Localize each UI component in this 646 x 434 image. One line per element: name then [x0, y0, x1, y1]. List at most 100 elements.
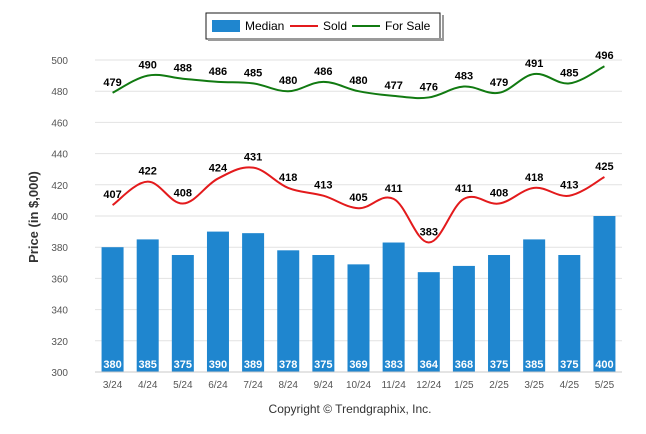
bar-value-label: 390 — [209, 359, 227, 371]
data-label-sold: 413 — [314, 180, 332, 192]
y-tick-label: 500 — [51, 56, 68, 67]
bar-value-label: 364 — [420, 359, 439, 371]
line-sold — [111, 166, 605, 244]
line-series: 407 422 408 424 431 418 413 405 411 383 411 408 418 4… — [103, 50, 614, 244]
y-axis: 500 480 460 440 420 400 380 360 340 320 300 — [51, 56, 68, 379]
bar — [206, 231, 229, 372]
data-label-for-sale: 479 — [490, 77, 508, 89]
data-label-sold: 418 — [279, 172, 297, 184]
data-label-sold: 431 — [244, 152, 262, 164]
x-axis: 3/24 4/24 5/24 6/24 7/24 8/24 9/24 10/24 11/24 12… — [95, 371, 622, 391]
data-label-sold: 408 — [490, 188, 508, 200]
bar-value-label: 389 — [244, 359, 262, 371]
y-tick-label: 360 — [51, 274, 68, 285]
data-label-sold: 411 — [385, 183, 403, 195]
x-tick-label: 1/25 — [454, 380, 474, 391]
data-label-for-sale: 480 — [349, 75, 367, 87]
data-label-for-sale: 488 — [174, 63, 192, 75]
y-tick-label: 400 — [51, 212, 68, 223]
x-tick-label: 5/25 — [595, 380, 615, 391]
bar — [312, 255, 335, 372]
data-label-for-sale: 480 — [279, 75, 297, 87]
data-label-for-sale: 486 — [209, 66, 227, 78]
data-label-for-sale: 476 — [420, 81, 438, 93]
bar-value-label: 375 — [174, 359, 192, 371]
legend-label-sold: Sold — [323, 19, 347, 33]
x-tick-label: 11/24 — [381, 380, 406, 391]
bar — [171, 255, 194, 372]
legend: Median Sold For Sale — [205, 12, 444, 41]
data-label-sold: 411 — [455, 183, 473, 195]
bar — [101, 247, 124, 372]
x-tick-label: 10/24 — [346, 380, 371, 391]
bar-value-label: 385 — [139, 359, 157, 371]
data-label-for-sale: 486 — [314, 66, 332, 78]
bar-value-label: 385 — [525, 359, 543, 371]
bar — [347, 264, 370, 372]
y-tick-label: 440 — [51, 150, 68, 161]
x-tick-label: 3/25 — [524, 380, 544, 391]
x-tick-label: 12/24 — [416, 380, 441, 391]
bar — [488, 255, 511, 372]
data-label-for-sale: 477 — [384, 80, 402, 92]
bar — [523, 239, 546, 372]
bar-value-label: 368 — [455, 359, 473, 371]
copyright-text: Copyright © Trendgraphix, Inc. — [269, 402, 432, 416]
x-tick-label: 4/24 — [138, 380, 158, 391]
y-tick-label: 320 — [51, 337, 68, 348]
y-tick-label: 380 — [51, 243, 68, 254]
bar-value-label: 369 — [349, 359, 367, 371]
bar-value-label: 375 — [490, 359, 508, 371]
bar-value-label: 375 — [314, 359, 332, 371]
data-label-for-sale: 479 — [103, 77, 121, 89]
x-tick-label: 4/25 — [560, 380, 580, 391]
bar-value-label: 400 — [595, 359, 613, 371]
y-tick-label: 460 — [51, 118, 68, 129]
bar-value-label: 378 — [279, 359, 297, 371]
data-label-for-sale: 490 — [139, 60, 157, 72]
data-label-for-sale: 485 — [244, 67, 262, 79]
bar-series-median: 380 385 375 390 389 378 375 369 383 364 368 375 385 3… — [101, 216, 616, 372]
data-label-sold: 418 — [525, 172, 543, 184]
legend-swatch-median — [212, 20, 240, 32]
bar — [593, 216, 616, 372]
bar-value-label: 375 — [560, 359, 578, 371]
x-tick-label: 5/24 — [173, 380, 193, 391]
bar — [452, 265, 475, 372]
x-tick-label: 8/24 — [278, 380, 298, 391]
y-tick-label: 300 — [51, 368, 68, 379]
bar — [277, 250, 300, 372]
legend-label-median: Median — [245, 19, 284, 33]
x-tick-label: 3/24 — [103, 380, 123, 391]
data-label-sold: 408 — [174, 188, 192, 200]
data-label-sold: 424 — [209, 163, 228, 175]
data-label-for-sale: 485 — [560, 67, 578, 79]
x-tick-label: 9/24 — [314, 380, 334, 391]
data-label-for-sale: 496 — [595, 50, 613, 62]
x-tick-label: 6/24 — [208, 380, 228, 391]
bar — [417, 272, 440, 372]
data-label-sold: 413 — [560, 180, 578, 192]
data-label-sold: 422 — [139, 166, 157, 178]
y-tick-label: 480 — [51, 87, 68, 98]
line-for-sale — [112, 65, 605, 100]
y-axis-title: Price (in $,000) — [26, 171, 41, 263]
bar — [242, 233, 265, 372]
bar-value-label: 383 — [384, 359, 402, 371]
y-tick-label: 340 — [51, 306, 68, 317]
bar — [558, 255, 581, 372]
x-tick-label: 2/25 — [489, 380, 509, 391]
data-label-for-sale: 491 — [525, 58, 543, 70]
bar — [382, 242, 405, 372]
data-label-sold: 405 — [349, 192, 367, 204]
legend-shadow-side — [442, 15, 444, 41]
legend-shadow — [208, 38, 442, 41]
data-label-for-sale: 483 — [455, 71, 473, 83]
legend-label-for-sale: For Sale — [385, 19, 431, 33]
data-label-sold: 383 — [420, 227, 438, 239]
data-label-sold: 407 — [103, 189, 121, 201]
y-tick-label: 420 — [51, 181, 68, 192]
legend-box — [205, 12, 441, 40]
x-tick-label: 7/24 — [243, 380, 263, 391]
